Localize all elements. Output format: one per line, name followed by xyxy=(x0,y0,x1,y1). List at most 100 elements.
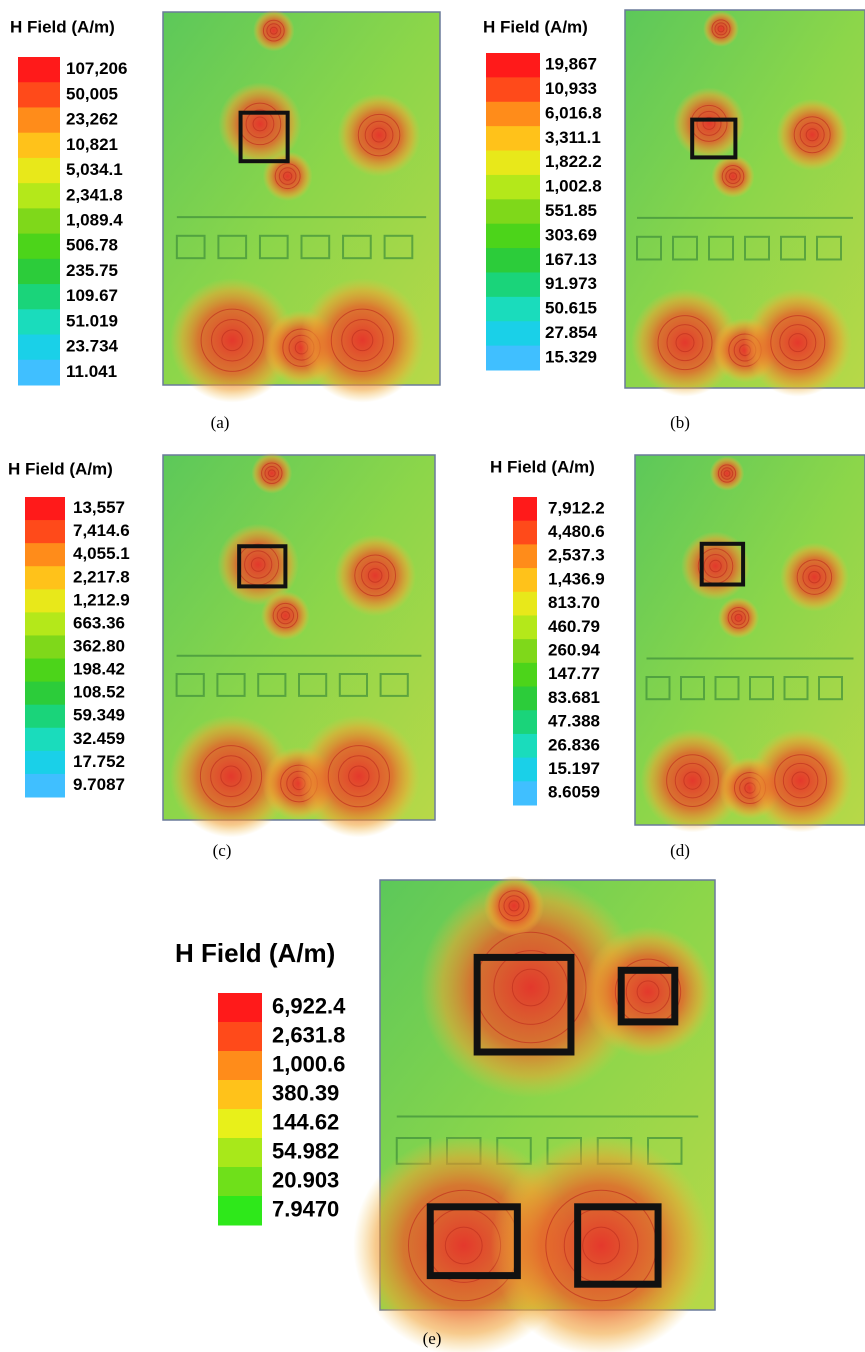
legend-swatch xyxy=(513,497,537,522)
coil-ring xyxy=(731,610,746,626)
legend-label: 2,341.8 xyxy=(66,185,123,204)
coil-ring xyxy=(367,568,383,583)
legend-swatch xyxy=(25,704,65,729)
coil-ring xyxy=(808,570,821,584)
legend-label: 6,922.4 xyxy=(272,993,346,1018)
circuit-pad xyxy=(636,235,662,261)
hot-spot xyxy=(743,288,852,397)
coil-ring xyxy=(210,318,254,362)
hot-spot xyxy=(297,715,421,838)
legend-swatch xyxy=(18,82,60,108)
coil-ring xyxy=(728,172,738,181)
legend-label: 6,016.8 xyxy=(545,103,602,122)
coil-ring xyxy=(199,745,263,808)
legend-label: 460.79 xyxy=(548,617,600,636)
coil-ring xyxy=(675,333,695,353)
legend-swatch xyxy=(513,639,537,664)
legend-swatch xyxy=(486,53,540,78)
hot-spot xyxy=(703,10,739,47)
coil-ring xyxy=(503,895,525,917)
hot-spot xyxy=(582,926,714,1058)
legend-swatch xyxy=(25,520,65,544)
legend-swatch xyxy=(18,334,60,361)
legend-label: 3,311.1 xyxy=(545,128,601,147)
coil-ring xyxy=(266,23,282,39)
circuit-pad xyxy=(744,235,770,261)
legend-label: 9.7087 xyxy=(73,775,125,794)
legend-label: 13,557 xyxy=(73,498,125,517)
legend-swatch xyxy=(218,1196,262,1226)
legend-swatch xyxy=(486,174,540,200)
highlight-box xyxy=(690,117,738,160)
legend-label: 2,217.8 xyxy=(73,567,130,586)
hot-spot xyxy=(169,715,293,838)
legend-label: 51.019 xyxy=(66,311,118,330)
coil-ring xyxy=(702,116,716,130)
legend-label: 109.67 xyxy=(66,286,118,305)
legend-swatch xyxy=(18,233,60,260)
legend-swatch xyxy=(25,681,65,706)
legend-swatch xyxy=(25,658,65,683)
legend-swatch xyxy=(486,272,540,298)
legend-label: 1,436.9 xyxy=(548,569,605,588)
circuit-pad xyxy=(645,676,671,701)
coil-ring xyxy=(805,128,819,142)
coil-ring xyxy=(330,308,395,372)
circuit-pad xyxy=(783,676,809,701)
panel: H Field (A/m) 107,206 50,005 23,262 10,821 5,… xyxy=(10,9,441,432)
circuit-pad xyxy=(258,234,289,260)
coil-ring xyxy=(252,116,268,132)
coil-ring xyxy=(717,464,737,483)
legend-label: 32.459 xyxy=(73,729,125,748)
legend-swatch xyxy=(486,150,540,176)
legend-label: 506.78 xyxy=(66,236,118,255)
legend-swatch xyxy=(486,321,540,347)
coil-ring xyxy=(727,606,750,629)
legend-swatch xyxy=(25,612,65,636)
coil-ring xyxy=(788,333,808,353)
legend-label: 4,055.1 xyxy=(73,544,130,563)
legend-label: 11.041 xyxy=(66,362,117,381)
coil-ring xyxy=(327,745,390,808)
legend-label: 7,912.2 xyxy=(548,498,605,517)
circuit-pad xyxy=(300,234,331,260)
legend-label: 50,005 xyxy=(66,84,118,103)
coil-ring xyxy=(245,109,275,139)
legend-label: 235.75 xyxy=(66,261,118,280)
coil-ring xyxy=(696,110,722,136)
hot-spot xyxy=(717,597,760,639)
legend-swatch xyxy=(218,1167,262,1197)
legend-swatch xyxy=(18,309,60,336)
panel: H Field (A/m) 6,922.4 2,631.8 1,000.6 380.39… xyxy=(175,875,716,1352)
legend-label: 59.349 xyxy=(73,706,125,725)
legend-swatch xyxy=(486,296,540,322)
hot-spot xyxy=(748,728,853,833)
circuit-pad xyxy=(175,234,206,260)
coil-ring xyxy=(200,308,264,372)
legend-label: 107,206 xyxy=(66,59,127,78)
legend-swatch xyxy=(218,1080,262,1110)
legend-label: 5,034.1 xyxy=(66,160,123,179)
coil-ring xyxy=(264,465,280,481)
legend-label: 1,822.2 xyxy=(545,152,602,171)
circuit-pad xyxy=(749,676,774,701)
legend-label: 1,000.6 xyxy=(272,1051,345,1076)
coil-ring xyxy=(210,755,252,798)
legend-label: 10,821 xyxy=(66,135,118,154)
hot-spot xyxy=(251,452,293,494)
legend-swatch xyxy=(513,662,537,688)
circuit-pad xyxy=(216,673,246,697)
coil-ring xyxy=(274,163,301,190)
coil-ring xyxy=(341,318,384,362)
coil-ring xyxy=(793,116,831,154)
hot-spot xyxy=(779,542,849,612)
coil-ring xyxy=(276,606,295,625)
circuit-pad xyxy=(379,673,409,697)
legend-swatch xyxy=(218,1022,262,1052)
legend-label: 147.77 xyxy=(548,664,600,683)
legend-swatch xyxy=(486,248,540,273)
legend-swatch xyxy=(486,126,540,152)
caption: (d) xyxy=(670,841,690,860)
circuit-pad xyxy=(383,234,414,260)
legend-swatch xyxy=(25,543,65,567)
